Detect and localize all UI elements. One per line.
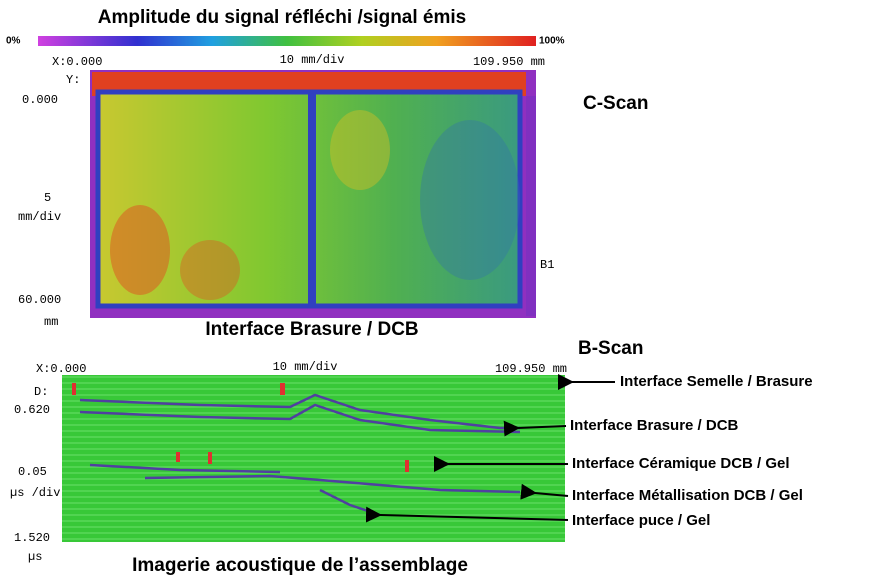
b-x-start: X:0.000: [36, 362, 86, 376]
c-scan-label: C-Scan: [583, 93, 648, 114]
c-scan-caption: Interface Brasure / DCB: [205, 319, 418, 340]
b-x-end: 109.950 mm: [495, 362, 567, 376]
b-y-end-unit: µs: [28, 550, 42, 564]
c-y-label: Y:: [66, 73, 80, 87]
c-marker: B1: [540, 258, 554, 272]
colorbar-min: 0%: [6, 36, 21, 47]
annotation: Interface Céramique DCB / Gel: [572, 455, 790, 472]
c-y-scale-unit: mm/div: [18, 210, 61, 224]
c-x-scale: 10 mm/div: [280, 53, 345, 67]
colorbar: [38, 36, 536, 46]
b-y-scale-unit: µs /div: [10, 486, 60, 500]
c-y-start: 0.000: [22, 93, 58, 107]
c-y-end-unit: mm: [44, 315, 58, 329]
b-y-scale: 0.05: [18, 465, 47, 479]
c-y-end: 60.000: [18, 293, 61, 307]
b-y-start: 0.620: [14, 403, 50, 417]
c-x-start: X:0.000: [52, 55, 102, 69]
c-scan-image: [90, 70, 536, 318]
c-x-end: 109.950 mm: [473, 55, 545, 69]
annotation: Interface Métallisation DCB / Gel: [572, 487, 803, 504]
b-x-scale: 10 mm/div: [273, 360, 338, 374]
c-y-scale: 5: [44, 191, 51, 205]
b-scan-image: [62, 375, 565, 542]
b-y-end: 1.520: [14, 531, 50, 545]
annotation: Interface puce / Gel: [572, 512, 710, 529]
annotation-arrows: [365, 374, 615, 523]
colorbar-max: 100%: [539, 36, 565, 47]
b-y-label: D:: [34, 385, 48, 399]
annotation: Interface Semelle / Brasure: [620, 373, 813, 390]
caption: Imagerie acoustique de l’assemblage: [132, 555, 468, 576]
annotation: Interface Brasure / DCB: [570, 417, 739, 434]
b-scan-label: B-Scan: [578, 338, 643, 359]
title: Amplitude du signal réfléchi /signal émi…: [98, 7, 466, 28]
